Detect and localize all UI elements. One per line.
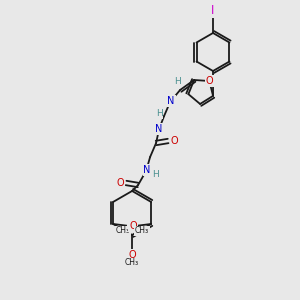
Text: CH₃: CH₃ [125, 259, 139, 268]
Text: N: N [155, 124, 163, 134]
Text: H: H [156, 110, 163, 118]
Text: O: O [129, 221, 137, 231]
Text: H: H [174, 77, 181, 86]
Text: O: O [116, 178, 124, 188]
Text: O: O [170, 136, 178, 146]
Text: O: O [206, 76, 213, 86]
Text: H: H [152, 170, 158, 179]
Text: O: O [128, 221, 135, 231]
Text: N: N [143, 165, 151, 175]
Text: I: I [211, 4, 215, 17]
Text: CH₃: CH₃ [116, 226, 130, 236]
Text: N: N [167, 96, 175, 106]
Text: O: O [128, 250, 136, 260]
Text: CH₃: CH₃ [135, 226, 149, 236]
